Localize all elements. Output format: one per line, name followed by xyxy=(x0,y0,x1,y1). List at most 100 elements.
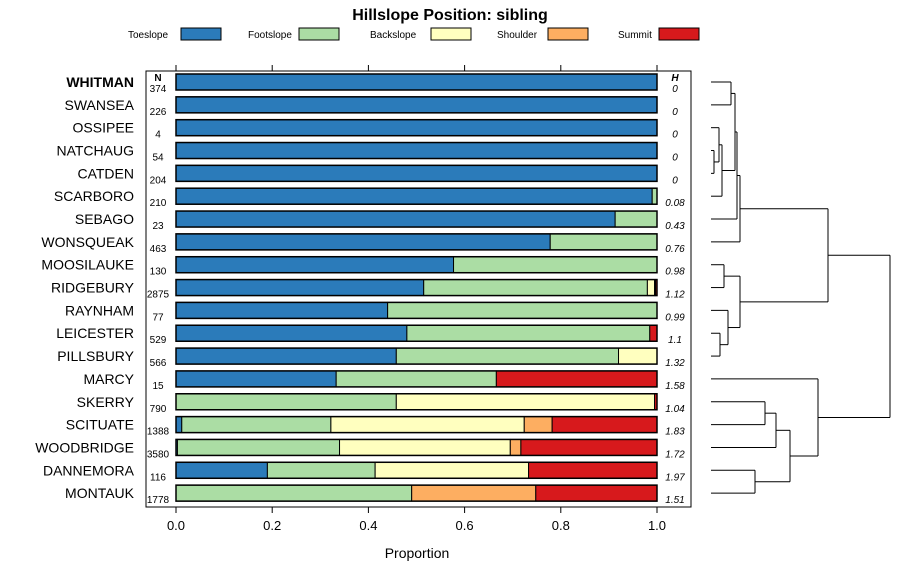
row-labels-group: WHITMAN 374 0 SWANSEA 226 0 OSSIPEE 4 0 NATCHAUG 5… xyxy=(35,74,685,506)
bar-woodbridge-shoulder xyxy=(509,438,522,456)
bar-outline-montauk xyxy=(175,484,658,502)
bar-outline-scituate xyxy=(175,415,658,434)
legend-label-shoulder: Shoulder xyxy=(497,30,538,41)
bar-catden-toeslope xyxy=(175,164,658,182)
bar-scituate-shoulder xyxy=(523,416,553,434)
bar-whitman-toeslope xyxy=(175,73,658,91)
h-value-marcy: 1.58 xyxy=(665,381,685,392)
legend-swatch-footslope xyxy=(298,27,340,41)
bar-ridgebury-footslope xyxy=(423,279,648,297)
bar-ridgebury-backslope xyxy=(646,279,656,297)
n-value-swansea: 226 xyxy=(150,107,167,118)
bar-swansea-toeslope xyxy=(175,96,658,114)
series-label-scituate: SCITUATE xyxy=(66,417,134,433)
h-value-skerry: 1.04 xyxy=(665,404,685,415)
n-value-pillsbury: 566 xyxy=(150,358,167,369)
legend-swatch-backslope xyxy=(430,27,472,41)
bar-outline-ossipee xyxy=(175,118,658,137)
bar-dannemora-toeslope xyxy=(175,461,268,479)
series-label-pillsbury: PILLSBURY xyxy=(57,348,134,364)
bar-outline-marcy xyxy=(175,370,658,388)
n-value-sebago: 23 xyxy=(152,221,164,232)
bar-outline-whitman xyxy=(175,73,658,91)
n-value-scituate: 1388 xyxy=(147,427,170,438)
n-value-skerry: 790 xyxy=(150,404,167,415)
bar-pillsbury-footslope xyxy=(395,347,620,365)
bar-pillsbury-backslope xyxy=(618,347,658,365)
bar-sebago-toeslope xyxy=(175,210,616,228)
n-value-woodbridge: 3580 xyxy=(147,449,170,460)
bar-outline-dannemora xyxy=(175,461,658,480)
h-value-ridgebury: 1.12 xyxy=(665,290,685,301)
bar-raynham-footslope xyxy=(387,301,658,319)
bar-ridgebury-toeslope xyxy=(175,279,425,297)
x-axis: 0.0 0.2 0.4 0.6 0.8 1.0 xyxy=(167,65,666,533)
series-label-catden: CATDEN xyxy=(77,165,134,181)
h-value-moosilauke: 0.98 xyxy=(665,267,685,278)
bar-outline-swansea xyxy=(175,96,658,114)
legend-swatch-summit xyxy=(658,27,700,41)
n-value-scarboro: 210 xyxy=(150,198,167,209)
bar-ossipee-toeslope xyxy=(175,119,658,137)
series-label-wonsqueak: WONSQUEAK xyxy=(41,234,134,250)
bar-dannemora-footslope xyxy=(266,461,376,479)
n-value-natchaug: 54 xyxy=(152,153,164,164)
bar-leicester-summit xyxy=(649,324,658,342)
n-value-catden: 204 xyxy=(150,175,167,186)
series-label-swansea: SWANSEA xyxy=(65,97,135,113)
h-value-natchaug: 0 xyxy=(672,153,678,164)
n-value-dannemora: 116 xyxy=(150,472,166,483)
bar-marcy-footslope xyxy=(335,370,497,388)
n-value-ossipee: 4 xyxy=(155,130,161,141)
legend-label-toeslope: Toeslope xyxy=(128,30,168,41)
series-label-marcy: MARCY xyxy=(83,371,134,387)
chart-title: Hillslope Position: sibling xyxy=(352,7,548,24)
bar-outline-ridgebury xyxy=(175,278,658,297)
legend-swatch-shoulder xyxy=(547,27,589,41)
x-tick-label: 1.0 xyxy=(648,518,666,533)
x-axis-title: Proportion xyxy=(385,545,450,561)
h-column-header: H xyxy=(671,73,679,84)
dendrogram xyxy=(711,81,891,494)
legend: Toeslope Footslope Backslope Shoulder Summit xyxy=(128,27,700,41)
h-value-dannemora: 1.97 xyxy=(665,472,685,483)
bar-montauk-summit xyxy=(535,484,658,502)
series-label-leicester: LEICESTER xyxy=(56,325,134,341)
h-value-leicester: 1.1 xyxy=(668,335,682,346)
bar-outline-woodbridge xyxy=(175,438,658,457)
series-label-natchaug: NATCHAUG xyxy=(56,143,134,159)
n-column-header: N xyxy=(154,73,161,84)
bar-outline-natchaug xyxy=(175,141,658,160)
bar-outline-skerry xyxy=(175,393,658,411)
h-value-montauk: 1.51 xyxy=(665,495,684,506)
bar-woodbridge-summit xyxy=(520,438,658,456)
h-value-whitman: 0 xyxy=(672,84,678,95)
h-value-swansea: 0 xyxy=(672,107,678,118)
x-tick-label: 0.0 xyxy=(167,518,185,533)
series-label-moosilauke: MOOSILAUKE xyxy=(41,257,134,273)
bar-woodbridge-backslope xyxy=(339,438,511,456)
bar-montauk-footslope xyxy=(175,484,413,502)
bar-montauk-shoulder xyxy=(411,484,537,502)
h-value-ossipee: 0 xyxy=(672,130,678,141)
x-tick-label: 0.6 xyxy=(456,518,474,533)
x-tick-label: 0.8 xyxy=(552,518,570,533)
series-label-woodbridge: WOODBRIDGE xyxy=(35,439,134,455)
bar-scituate-toeslope xyxy=(175,416,183,434)
x-tick-label: 0.4 xyxy=(359,518,377,533)
h-value-catden: 0 xyxy=(672,175,678,186)
bar-skerry-backslope xyxy=(395,393,656,411)
n-value-leicester: 529 xyxy=(150,335,167,346)
n-value-moosilauke: 130 xyxy=(150,267,167,278)
bar-dannemora-backslope xyxy=(374,461,530,479)
legend-swatch-toeslope xyxy=(180,27,222,41)
bar-raynham-toeslope xyxy=(175,301,389,319)
series-label-skerry: SKERRY xyxy=(77,394,135,410)
bar-outline-wonsqueak xyxy=(175,233,658,251)
bar-dannemora-summit xyxy=(528,461,658,479)
bar-outline-scarboro xyxy=(175,187,658,205)
bar-outline-sebago xyxy=(175,210,658,228)
series-label-raynham: RAYNHAM xyxy=(65,302,134,318)
legend-label-backslope: Backslope xyxy=(370,30,417,41)
